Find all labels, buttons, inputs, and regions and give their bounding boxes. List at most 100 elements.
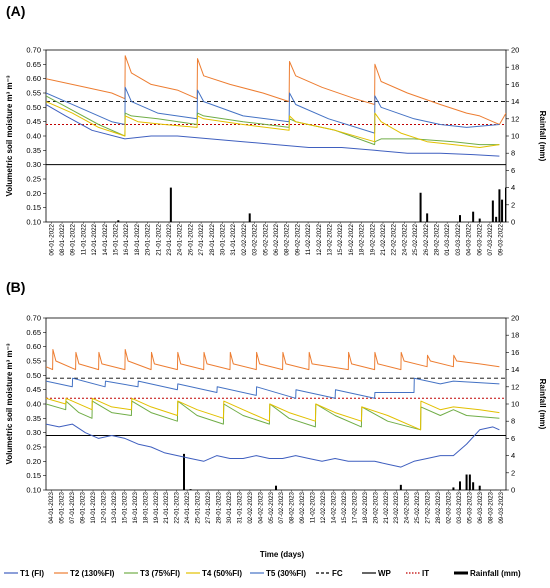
x-tick-label: 27-01-2023 xyxy=(205,491,212,523)
y2-tick-label: 4 xyxy=(511,183,515,192)
series-line-t5 xyxy=(46,86,500,134)
x-tick-label: 15-01-2023 xyxy=(121,491,128,523)
x-tick-label: 25-02-2023 xyxy=(414,491,421,523)
x-tick-label: 06-03-2023 xyxy=(477,491,484,523)
x-tick-label: 11-01-2022 xyxy=(80,223,87,255)
x-tick-label: 06-01-2022 xyxy=(48,223,55,255)
plot-area xyxy=(46,55,506,222)
legend-label: T3 (75%FI) xyxy=(140,569,180,578)
y2-axis-label: Rainfall (mm) xyxy=(538,379,547,430)
x-tick-label: 25-02-2022 xyxy=(412,223,419,255)
panel-b: (B) 0.10 0.15 0.20 0.25 0.30 0.35 0.40 0.45 0.50 0… xyxy=(5,279,547,524)
x-tick-label: 26-01-2022 xyxy=(187,223,194,255)
panel-label: (B) xyxy=(6,279,25,295)
y-tick-label: 0.40 xyxy=(26,400,41,409)
rainfall-bar xyxy=(472,482,475,490)
x-tick-label: 05-02-2022 xyxy=(262,223,269,255)
rainfall-bar xyxy=(472,211,475,222)
rainfall-bar xyxy=(468,474,471,490)
x-tick-label: 18-02-2022 xyxy=(359,223,366,255)
x-tick-label: 17-02-2023 xyxy=(351,491,358,523)
legend-label: T5 (30%FI) xyxy=(266,569,306,578)
x-tick-label: 23-02-2023 xyxy=(393,491,400,523)
x-tick-label: 22-01-2023 xyxy=(174,491,181,523)
x-tick-label: 15-02-2023 xyxy=(341,491,348,523)
x-tick-label: 21-01-2022 xyxy=(155,223,162,255)
x-tick-label: 05-03-2023 xyxy=(466,491,473,523)
x-tick-label: 26-02-2022 xyxy=(423,223,430,255)
rainfall-bar xyxy=(169,187,172,222)
y2-tick-label: 18 xyxy=(511,331,519,340)
series-line-t1 xyxy=(46,104,500,157)
panel-a: (A) 0.10 0.15 0.20 0.25 0.30 0.35 0.40 0.45 0.50 0… xyxy=(5,3,547,256)
y2-tick-label: 0 xyxy=(511,486,515,495)
x-tick-label: 23-01-2022 xyxy=(166,223,173,255)
x-tick-label: 12-02-2022 xyxy=(316,223,323,255)
x-tick-label: 06-03-2022 xyxy=(476,223,483,255)
legend-label: FC xyxy=(332,569,343,578)
x-tick-label: 01-03-2022 xyxy=(444,223,451,255)
y-tick-label: 0.55 xyxy=(26,357,41,366)
y-tick-label: 0.15 xyxy=(26,471,41,480)
x-tick-label: 30-01-2022 xyxy=(220,223,227,255)
x-tick-label: 28-01-2022 xyxy=(209,223,216,255)
rainfall-bar xyxy=(491,200,494,222)
y2-tick-label: 4 xyxy=(511,451,515,460)
series-line-t3 xyxy=(46,95,500,146)
y-tick-label: 0.20 xyxy=(26,457,41,466)
y-tick-label: 0.45 xyxy=(26,385,41,394)
x-tick-label: 20-02-2023 xyxy=(372,491,379,523)
rainfall-bar xyxy=(478,218,481,222)
y2-tick-label: 14 xyxy=(511,97,519,106)
y-tick-label: 0.55 xyxy=(26,89,41,98)
y-tick-label: 0.60 xyxy=(26,74,41,83)
x-tick-label: 13-01-2023 xyxy=(111,491,118,523)
legend-label: Rainfall (mm) xyxy=(470,569,521,578)
y2-tick-label: 16 xyxy=(511,80,519,89)
rainfall-bar xyxy=(498,189,501,222)
x-tick-label: 02-02-2023 xyxy=(247,491,254,523)
x-tick-label: 09-02-2023 xyxy=(299,491,306,523)
x-tick-label: 12-02-2023 xyxy=(320,491,327,523)
y2-tick-label: 14 xyxy=(511,365,519,374)
rainfall-bar xyxy=(183,453,185,490)
rainfall-bar xyxy=(399,484,402,490)
x-tick-label: 07-03-2022 xyxy=(487,223,494,255)
x-tick-label: 10-01-2023 xyxy=(90,491,97,523)
x-tick-label: 15-02-2022 xyxy=(337,223,344,255)
x-tick-label: 09-01-2022 xyxy=(70,223,77,255)
legend-label: T2 (130%FI) xyxy=(70,569,115,578)
legend-label: IT xyxy=(422,569,429,578)
y-tick-label: 0.25 xyxy=(26,443,41,452)
x-tick-label: 31-01-2023 xyxy=(236,491,243,523)
x-tick-label: 19-02-2022 xyxy=(369,223,376,255)
series-line-t2 xyxy=(46,349,500,371)
y2-tick-label: 6 xyxy=(511,434,515,443)
x-tick-label: 04-03-2022 xyxy=(466,223,473,255)
y-tick-label: 0.30 xyxy=(26,428,41,437)
x-tick-label: 19-01-2023 xyxy=(153,491,160,523)
x-tick-label: 21-02-2023 xyxy=(383,491,390,523)
y2-tick-label: 20 xyxy=(511,46,519,55)
x-tick-label: 04-02-2023 xyxy=(257,491,264,523)
y2-tick-label: 0 xyxy=(511,218,515,227)
x-tick-label: 18-01-2023 xyxy=(142,491,149,523)
series-line-t1 xyxy=(46,423,500,468)
x-tick-label: 24-01-2023 xyxy=(184,491,191,523)
x-tick-label: 24-02-2023 xyxy=(404,491,411,523)
x-tick-label: 14-02-2023 xyxy=(331,491,338,523)
rainfall-bar xyxy=(426,213,429,222)
y-tick-label: 0.50 xyxy=(26,371,41,380)
x-tick-label: 22-02-2022 xyxy=(391,223,398,255)
x-tick-label: 07-01-2023 xyxy=(69,491,76,523)
y2-tick-label: 12 xyxy=(511,382,519,391)
y2-tick-label: 2 xyxy=(511,200,515,209)
x-tick-label: 05-02-2023 xyxy=(268,491,275,523)
y-tick-label: 0.65 xyxy=(26,328,41,337)
x-tick-label: 12-01-2023 xyxy=(101,491,108,523)
series-line-t4 xyxy=(46,101,500,148)
y-tick-label: 0.40 xyxy=(26,132,41,141)
x-tick-label: 02-03-2023 xyxy=(446,491,453,523)
x-tick-label: 14-01-2022 xyxy=(102,223,109,255)
